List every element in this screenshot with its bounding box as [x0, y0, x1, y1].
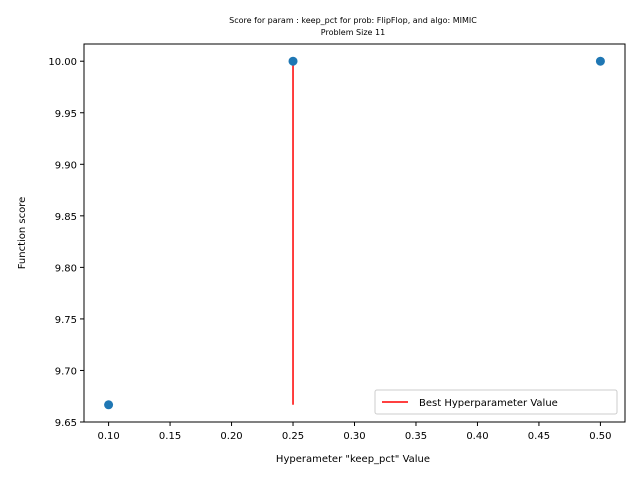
chart-title: Score for param : keep_pct for prob: Fli… — [229, 16, 477, 25]
y-tick-label: 9.95 — [55, 109, 77, 120]
y-tick-label: 9.85 — [55, 212, 77, 223]
data-point — [288, 56, 298, 66]
x-tick-label: 0.30 — [343, 431, 365, 442]
y-tick-label: 9.80 — [55, 263, 77, 274]
x-tick-label: 0.20 — [220, 431, 242, 442]
legend-box — [374, 389, 618, 415]
data-point — [104, 400, 114, 410]
y-tick-label: 9.65 — [55, 418, 77, 429]
y-tick-label: 10.00 — [48, 57, 77, 68]
x-tick-label: 0.40 — [466, 431, 488, 442]
x-tick-label: 0.50 — [589, 431, 611, 442]
y-tick-label: 9.90 — [55, 160, 77, 171]
y-axis-label: Function score — [17, 197, 28, 270]
x-tick-label: 0.45 — [528, 431, 550, 442]
data-point — [595, 56, 605, 66]
x-axis-label: Hyperameter "keep_pct" Value — [276, 454, 430, 465]
x-tick-label: 0.35 — [405, 431, 427, 442]
plot-area: 0.10 0.15 0.20 0.25 0.30 0.35 0.40 0.45 0.50 9.65… — [48, 43, 626, 442]
x-tick-label: 0.25 — [282, 431, 304, 442]
axes-frame — [83, 43, 626, 423]
legend-label-best-line: Best Hyperparameter Value — [419, 398, 558, 409]
y-tick-label: 9.70 — [55, 366, 77, 377]
x-tick-label: 0.15 — [159, 431, 181, 442]
y-tick-label: 9.75 — [55, 315, 77, 326]
legend: Best Hyperparameter Value — [374, 389, 618, 415]
chart-subtitle: Problem Size 11 — [321, 28, 385, 37]
x-tick-label: 0.10 — [97, 431, 119, 442]
